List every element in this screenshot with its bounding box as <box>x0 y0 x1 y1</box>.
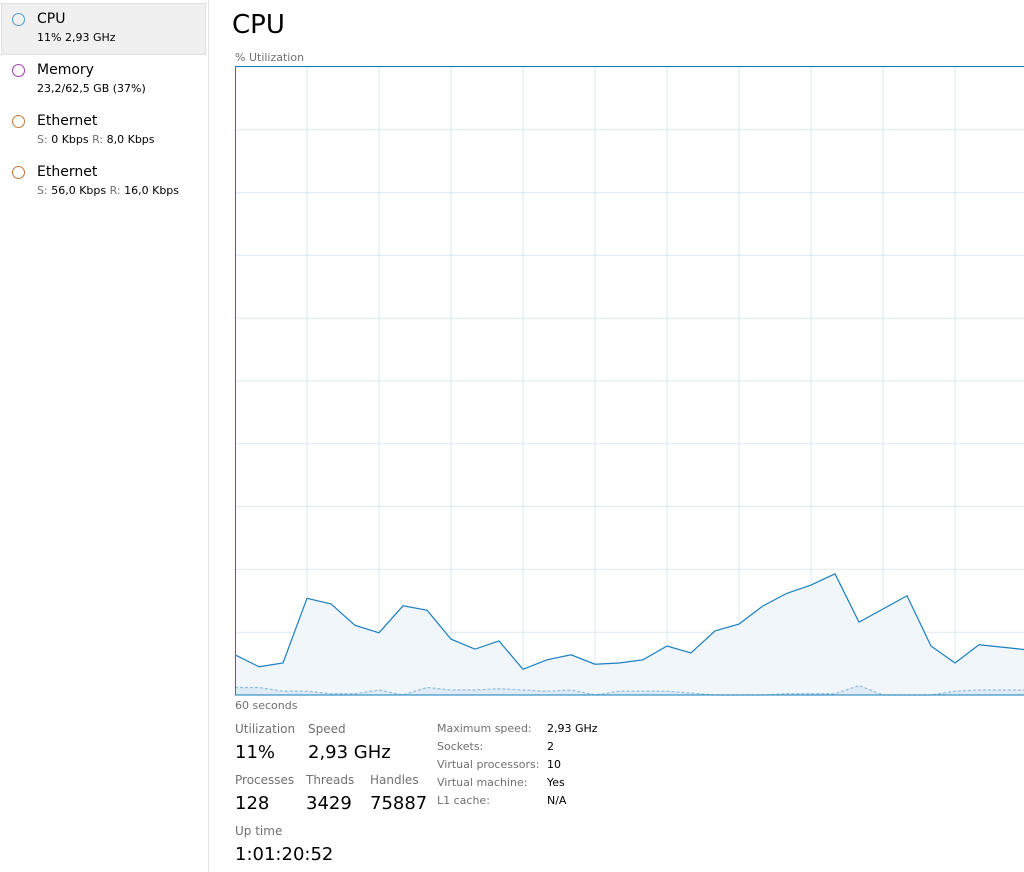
graph-border <box>235 66 1024 696</box>
x-label: 60 seconds <box>235 699 298 712</box>
item-detail: 11% 2,93 GHz <box>37 31 116 44</box>
stat-value: 75887 <box>370 793 428 814</box>
send: 0 Kbps <box>51 133 89 146</box>
detail-key: L1 cache: <box>437 794 490 807</box>
item-detail: S: 56,0 Kbps R: 16,0 Kbps <box>37 184 179 197</box>
detail-value: 2,93 GHz <box>547 722 598 735</box>
memory-icon <box>12 64 25 77</box>
recv: 8,0 Kbps <box>106 133 155 146</box>
item-name[interactable]: Ethernet <box>37 164 98 180</box>
stat-value: 3429 <box>306 793 352 814</box>
stat-label: Handles <box>370 773 419 787</box>
selected-item[interactable] <box>1 3 206 55</box>
stat-label: Threads <box>306 773 355 787</box>
ethernet-icon <box>12 115 25 128</box>
detail-key: Sockets: <box>437 740 484 753</box>
item-name[interactable]: Memory <box>37 62 94 78</box>
detail-key: Virtual processors: <box>437 758 540 771</box>
line <box>235 573 1024 670</box>
send: 56,0 Kbps <box>51 184 107 197</box>
detail-value: 2 <box>547 740 554 753</box>
stat-label: Up time <box>235 824 283 838</box>
stat-label: Speed <box>308 722 346 736</box>
detail-key: Virtual machine: <box>437 776 528 789</box>
item-detail: 23,2/62,5 GB (37%) <box>37 82 146 95</box>
stat-label: Utilization <box>235 722 296 736</box>
graph-label: % Utilization <box>235 51 305 64</box>
recv-label: R: <box>92 133 104 146</box>
send-label: S: <box>37 133 48 146</box>
usage: 11% <box>37 31 62 44</box>
sidebar <box>0 0 209 872</box>
cpu-icon <box>12 13 25 26</box>
stat-value: 1:01:20:52 <box>235 844 334 865</box>
ethernet-icon <box>12 166 25 179</box>
speed: 2,93 GHz <box>64 31 116 44</box>
item-name[interactable]: Ethernet <box>37 113 98 129</box>
cpu-graph <box>235 66 1024 696</box>
detail-value: 10 <box>547 758 561 771</box>
area <box>235 685 1024 695</box>
item-detail: S: 0 Kbps R: 8,0 Kbps <box>37 133 155 146</box>
stat-label: Processes <box>235 773 295 787</box>
detail-key: Maximum speed: <box>437 722 532 735</box>
stat-value: 128 <box>235 793 270 814</box>
item-name[interactable]: CPU <box>37 11 66 27</box>
recv: 16,0 Kbps <box>124 184 180 197</box>
send-label: S: <box>37 184 48 197</box>
stat-value: 2,93 GHz <box>308 742 391 763</box>
detail-value: Yes <box>547 776 565 789</box>
stat-value: 11% <box>235 742 276 763</box>
area <box>235 573 1024 695</box>
title: CPU <box>232 10 285 40</box>
recv-label: R: <box>109 184 121 197</box>
detail-value: N/A <box>547 794 567 807</box>
